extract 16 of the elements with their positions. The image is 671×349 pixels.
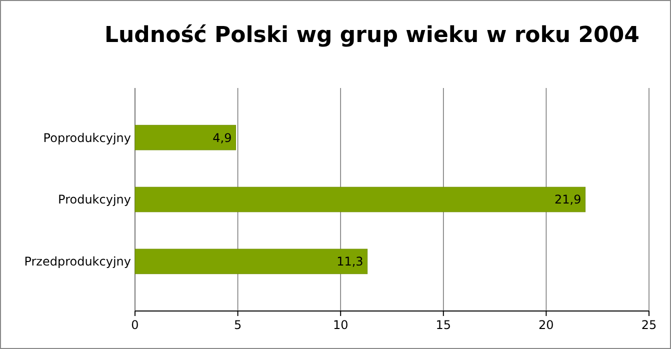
x-tick-label: 0 (131, 318, 139, 332)
y-tick-label: Przedprodukcyjny (24, 254, 131, 269)
data-label: 4,9 (212, 130, 232, 145)
bar (134, 248, 368, 274)
bar (134, 186, 586, 212)
data-label: 11,3 (336, 254, 364, 269)
data-label: 21,9 (554, 192, 582, 207)
x-tick-label: 5 (234, 318, 242, 332)
x-tick-label: 15 (436, 318, 452, 332)
x-tick-label: 25 (641, 318, 657, 332)
x-tick-label: 20 (538, 318, 554, 332)
bar (134, 124, 236, 150)
y-tick-label: Produkcyjny (58, 192, 131, 207)
chart-title: Ludność Polski wg grup wieku w roku 2004 (104, 23, 640, 48)
y-tick-label: Poprodukcyjny (43, 130, 131, 145)
x-tick-label: 10 (332, 318, 348, 332)
